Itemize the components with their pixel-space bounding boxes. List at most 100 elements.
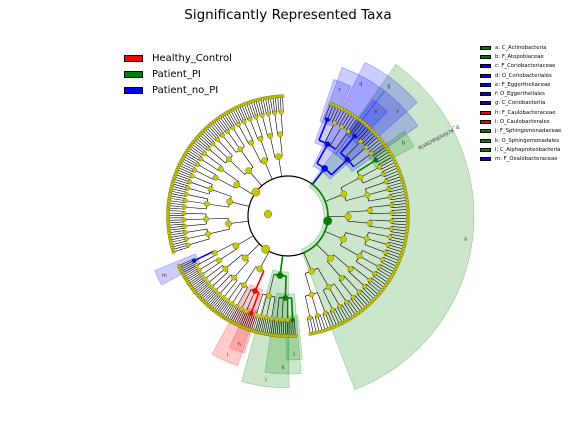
- tree-node: [253, 114, 259, 120]
- clade-letter-a: a: [464, 236, 467, 242]
- tree-node: [274, 317, 280, 322]
- branch: [340, 177, 361, 189]
- branch: [247, 313, 254, 329]
- tree-node: [207, 186, 214, 193]
- branch: [169, 234, 186, 238]
- tree-node: [332, 120, 337, 126]
- branch: [240, 149, 254, 168]
- branch: [290, 297, 294, 320]
- branch: [169, 232, 186, 236]
- branch: [341, 304, 351, 319]
- tree-node: [353, 114, 357, 119]
- branch: [226, 112, 235, 127]
- branch: [262, 317, 267, 334]
- branch: [345, 232, 367, 239]
- branch: [225, 254, 243, 269]
- tree-node: [389, 202, 394, 208]
- branch: [180, 262, 196, 270]
- branch: [347, 210, 370, 213]
- tree-node: [253, 312, 259, 318]
- legend-swatch: [480, 138, 491, 143]
- branch: [367, 138, 381, 150]
- branch: [339, 279, 354, 298]
- branch: [347, 220, 370, 224]
- biomarker-legend-entry: i: O_Caulobacterales: [480, 117, 561, 126]
- branch: [356, 159, 377, 173]
- tree-node: [247, 116, 253, 122]
- legend-label: f: O_Eggerthellales: [495, 91, 545, 98]
- tree-node: [403, 238, 408, 243]
- tree-node: [382, 142, 386, 146]
- biomarker-legend: a: C_Actinobacteria b: F_Atopobiaceae c: F…: [480, 43, 561, 164]
- branch: [224, 114, 234, 128]
- branch: [331, 107, 340, 122]
- legend-swatch: [480, 54, 491, 59]
- tree-node: [322, 310, 328, 316]
- tree-node: [257, 135, 264, 142]
- tree-node: [225, 156, 232, 163]
- tree-node: [237, 146, 244, 153]
- branch: [195, 282, 209, 294]
- branch: [190, 277, 205, 288]
- tree-node: [212, 174, 219, 181]
- branch: [294, 319, 296, 336]
- branch: [268, 274, 275, 296]
- root-node: [264, 209, 273, 218]
- branch: [208, 125, 220, 139]
- branch: [199, 134, 212, 146]
- branch: [183, 156, 198, 165]
- tree-node: [387, 234, 393, 240]
- tree-node: [358, 139, 363, 144]
- branch: [246, 103, 253, 119]
- branch: [184, 268, 199, 277]
- tree-node: [267, 133, 273, 139]
- tree-node: [314, 330, 319, 335]
- legend-swatch: [124, 86, 143, 94]
- branch: [282, 319, 285, 336]
- tree-node: [363, 144, 369, 150]
- tree-node: [204, 201, 210, 207]
- branch: [248, 102, 255, 118]
- legend-label: h: F_Caulobacteraceae: [495, 109, 556, 116]
- branch: [365, 181, 387, 190]
- branch: [340, 245, 360, 257]
- tree-node: [199, 272, 205, 277]
- legend-swatch: [480, 92, 491, 97]
- tree-node: [405, 219, 410, 224]
- legend-swatch: [124, 54, 143, 62]
- clade-highlight-g: [312, 61, 418, 180]
- tree-node: [374, 132, 378, 137]
- tree-node: [206, 146, 212, 152]
- branch: [332, 309, 340, 325]
- tree-node: [259, 112, 265, 118]
- branch: [208, 268, 226, 284]
- tree-node: [344, 213, 352, 220]
- branch: [198, 285, 211, 297]
- branch: [220, 168, 240, 182]
- branch: [233, 260, 249, 278]
- tree-node: [233, 181, 241, 189]
- tree-node: [327, 254, 335, 262]
- tree-node: [234, 304, 240, 309]
- branch: [336, 109, 345, 125]
- tree-node: [183, 191, 189, 197]
- tree-node: [356, 311, 360, 316]
- branch: [214, 242, 235, 254]
- branch: [345, 116, 356, 130]
- tree-node: [363, 122, 367, 126]
- tree-node: [236, 122, 241, 127]
- tree-node: [276, 272, 284, 279]
- branch: [189, 181, 211, 190]
- branch: [185, 200, 207, 205]
- branch: [345, 194, 368, 201]
- branch: [243, 266, 257, 286]
- branch: [217, 139, 233, 156]
- branch: [211, 296, 223, 310]
- branch: [324, 122, 335, 143]
- branch: [261, 115, 268, 137]
- tree-node: [386, 186, 391, 192]
- tree-node: [192, 167, 198, 173]
- branch: [320, 314, 326, 331]
- branch: [210, 295, 222, 308]
- tree-node: [263, 315, 269, 321]
